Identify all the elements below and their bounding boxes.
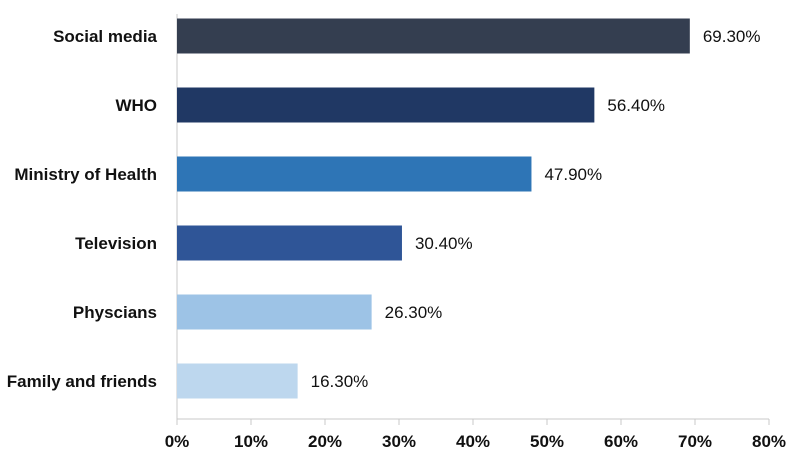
category-label: Physcians <box>73 303 157 322</box>
x-tick-label: 60% <box>604 432 638 451</box>
x-tick-label: 80% <box>752 432 786 451</box>
category-label: Family and friends <box>7 372 157 391</box>
x-tick-label: 10% <box>234 432 268 451</box>
bar <box>177 294 372 330</box>
value-label: 30.40% <box>415 234 473 253</box>
bars <box>177 18 690 399</box>
bar <box>177 363 298 399</box>
value-label: 69.30% <box>703 27 761 46</box>
value-label: 26.30% <box>385 303 443 322</box>
x-tick-label: 30% <box>382 432 416 451</box>
bar <box>177 225 402 261</box>
x-tick-label: 0% <box>165 432 190 451</box>
x-tick-label: 50% <box>530 432 564 451</box>
value-label: 56.40% <box>607 96 665 115</box>
category-label: Television <box>75 234 157 253</box>
category-label: Ministry of Health <box>14 165 157 184</box>
category-label: Social media <box>53 27 157 46</box>
axes <box>176 14 770 425</box>
x-tick-label: 20% <box>308 432 342 451</box>
bar <box>177 156 532 192</box>
x-tick-label: 70% <box>678 432 712 451</box>
value-label: 16.30% <box>311 372 369 391</box>
value-label: 47.90% <box>544 165 602 184</box>
bar <box>177 87 595 123</box>
x-tick-label: 40% <box>456 432 490 451</box>
bar <box>177 18 690 54</box>
category-label: WHO <box>115 96 157 115</box>
labels: 0% 10% 20% 30% 40% 50% 60% 70% 80% Social media 69… <box>7 27 786 451</box>
